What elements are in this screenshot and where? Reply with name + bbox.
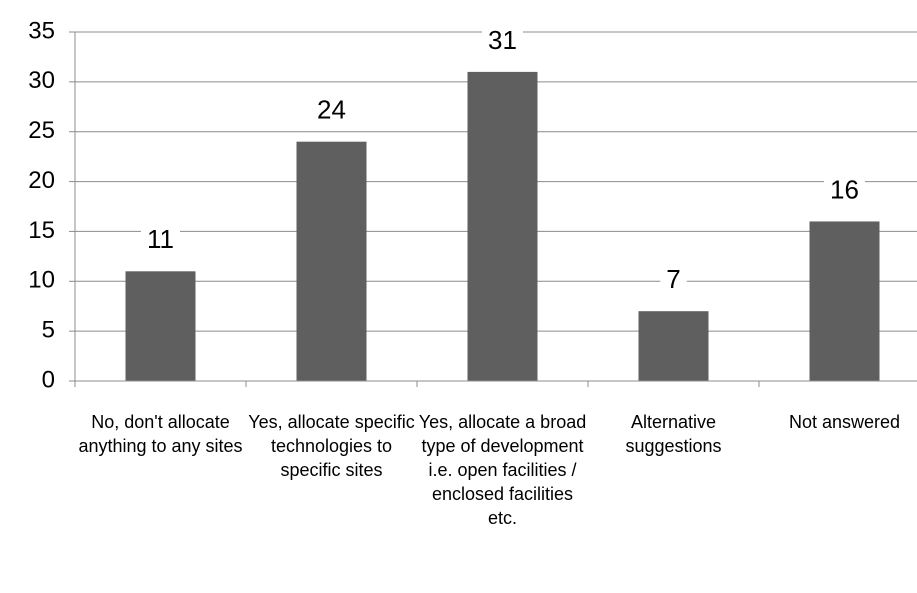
data-label: 24 [317, 95, 346, 125]
x-tick-label: Yes, allocate a broad type of developmen… [418, 412, 587, 528]
y-tick-label: 0 [42, 366, 55, 393]
data-label: 11 [147, 224, 174, 254]
data-label-bg [141, 224, 180, 255]
x-tick-label: Alternative suggestions [625, 412, 722, 456]
x-tick-label: Yes, allocate specific technologies to s… [248, 412, 415, 480]
bar [467, 71, 538, 381]
y-tick-label: 15 [28, 217, 55, 244]
bar [809, 221, 880, 381]
data-label-bg [482, 24, 523, 55]
bar [125, 271, 196, 381]
bar [638, 311, 709, 381]
y-tick-label: 10 [28, 267, 55, 294]
data-label-bg [824, 174, 865, 205]
y-tick-label: 5 [42, 316, 55, 343]
y-tick-label: 20 [28, 167, 55, 194]
data-label-bg [311, 94, 352, 125]
data-label: 7 [666, 264, 680, 294]
data-label: 16 [830, 174, 859, 204]
y-tick-label: 35 [28, 17, 55, 44]
y-tick-label: 25 [28, 117, 55, 144]
data-label: 31 [488, 25, 517, 55]
x-tick-label: No, don't allocate anything to any sites [78, 412, 243, 456]
data-label-bg [660, 264, 687, 295]
y-tick-label: 30 [28, 67, 55, 94]
x-tick-label: Not answered [788, 412, 901, 432]
bar [296, 141, 367, 381]
